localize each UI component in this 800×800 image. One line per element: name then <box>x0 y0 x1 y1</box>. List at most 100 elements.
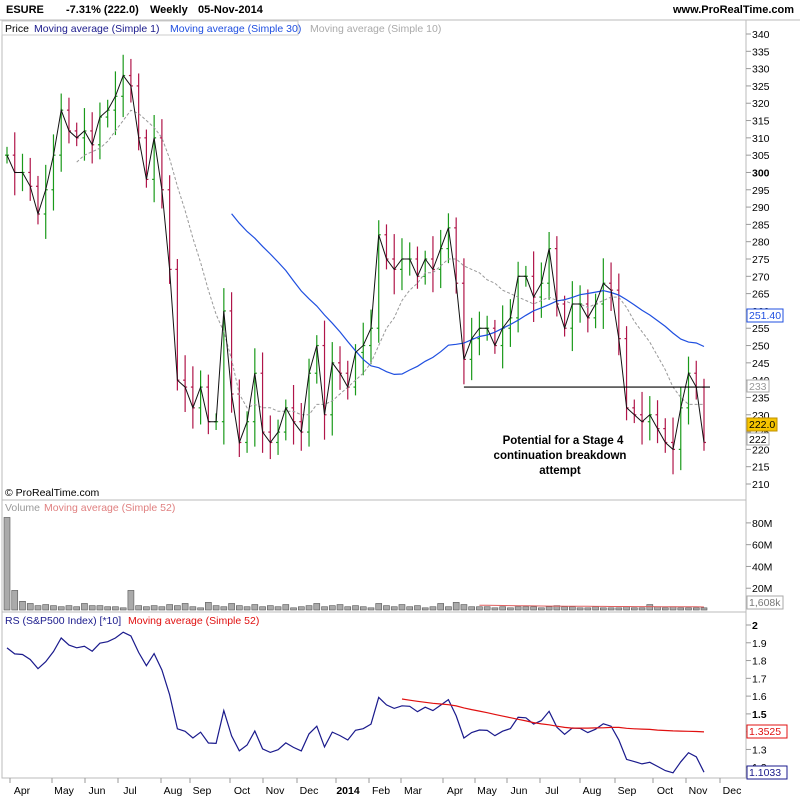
volume-bar <box>282 604 290 611</box>
rs-tick-label: 1.7 <box>752 673 767 685</box>
volume-bar <box>65 605 73 611</box>
volume-bar <box>290 607 297 611</box>
volume-bar <box>251 604 259 611</box>
volume-bar <box>26 603 34 611</box>
volume-bar <box>507 607 514 611</box>
volume-bar <box>321 606 328 611</box>
rs-value: 1.1033 <box>749 767 781 779</box>
volume-bar <box>460 604 468 611</box>
change: -7.31% (222.0) <box>66 4 139 16</box>
x-tick-label: Aug <box>583 785 602 797</box>
x-tick-label: Nov <box>689 785 708 797</box>
price-tick-label: 270 <box>752 271 770 283</box>
volume-bar <box>88 605 96 611</box>
volume-bar <box>414 605 421 611</box>
volume-bar <box>638 607 646 611</box>
volume-bar <box>135 605 142 611</box>
price-tick-label: 340 <box>752 29 770 41</box>
price-tick-label: 320 <box>752 98 770 110</box>
price-tick-label: 285 <box>752 219 770 231</box>
x-tick-label: Nov <box>266 785 285 797</box>
volume-bar <box>313 603 321 611</box>
volume-bar <box>538 607 545 611</box>
volume-bar <box>514 606 522 611</box>
price-value-tags: 251.40 233 222.0 222 <box>746 308 784 446</box>
volume-bar <box>344 606 352 611</box>
volume-bar <box>228 603 235 611</box>
volume-bar <box>654 606 661 611</box>
volume-bar <box>367 607 375 611</box>
x-tick-label: Jul <box>123 785 136 797</box>
volume-bar <box>359 606 367 611</box>
volume-bar <box>143 606 150 611</box>
site-url[interactable]: www.ProRealTime.com <box>672 4 794 16</box>
volume-bar <box>236 605 243 611</box>
volume-bar <box>592 606 599 611</box>
price-tick-label: 215 <box>752 462 770 474</box>
volume-bar <box>692 607 700 611</box>
x-tick-label: Sep <box>193 785 212 797</box>
price-tick-label: 290 <box>752 202 770 214</box>
volume-bar <box>197 607 204 611</box>
ma1-value: 222 <box>749 434 767 446</box>
x-tick-label: May <box>477 785 498 797</box>
x-tick-label: Oct <box>234 785 250 797</box>
x-tick-label: Aug <box>164 785 183 797</box>
volume-bar <box>220 606 228 611</box>
volume-bar <box>34 605 42 611</box>
volume-bar <box>212 605 220 611</box>
volume-tick-label: 40M <box>752 561 772 573</box>
volume-bar <box>127 590 135 611</box>
rs-ma-value: 1.3525 <box>749 726 781 738</box>
rs-tick-label: 2 <box>752 620 758 632</box>
volume-bar <box>375 603 383 611</box>
volume-bar <box>243 606 251 611</box>
annotation-line-1: Potential for a Stage 4 <box>503 435 624 447</box>
annotation: Potential for a Stage 4 continuation bre… <box>494 435 627 477</box>
volume-bar <box>646 604 654 611</box>
rs-legend: RS (S&P500 Index) [*10] Moving average (… <box>5 615 259 627</box>
volume-bar <box>685 607 692 611</box>
volume-bar <box>429 606 437 611</box>
x-tick-label: May <box>54 785 75 797</box>
volume-bar <box>50 605 57 611</box>
rs-tick-label: 1.6 <box>752 691 767 703</box>
legend-ma10: Moving average (Simple 10) <box>310 23 441 35</box>
price-tick-label: 325 <box>752 81 770 93</box>
rs-tick-label: 1.8 <box>752 656 767 668</box>
symbol: ESURE <box>6 4 44 16</box>
volume-bar <box>352 605 359 611</box>
price-tick-label: 335 <box>752 46 770 58</box>
volume-bar <box>119 607 127 611</box>
rs-value-tags: 1.3525 1.1033 <box>746 724 788 780</box>
rs-tick-label: 1.9 <box>752 638 767 650</box>
rs-ma-line <box>401 698 705 733</box>
volume-bar <box>150 605 158 611</box>
volume-bar <box>96 605 104 611</box>
x-tick-label: Jun <box>511 785 528 797</box>
volume-bar <box>700 607 708 611</box>
volume-bar <box>623 606 630 611</box>
ma30-line <box>231 213 705 376</box>
price-tick-label: 280 <box>752 237 770 249</box>
volume-bar <box>445 606 452 611</box>
price-tick-label: 245 <box>752 358 770 370</box>
volume-bar <box>42 604 50 611</box>
volume-bar <box>677 607 685 611</box>
legend-ma1: Moving average (Simple 1) <box>34 23 159 35</box>
volume-tick-label: 20M <box>752 583 772 595</box>
legend-rs-ma52: Moving average (Simple 52) <box>128 615 259 627</box>
price-legend: Price Moving average (Simple 1) Moving a… <box>1 20 441 36</box>
volume-tick-label: 60M <box>752 540 772 552</box>
volume-bar <box>569 606 576 611</box>
volume-bar <box>181 603 189 611</box>
volume-bar <box>406 606 414 611</box>
price-value: 222.0 <box>749 419 775 431</box>
x-tick-label: 2014 <box>336 785 360 797</box>
close-line <box>6 74 705 451</box>
volume-value: 1,608k <box>749 597 781 609</box>
x-tick-label: Feb <box>372 785 390 797</box>
volume-bar <box>11 590 19 611</box>
price-panel <box>1 19 747 501</box>
